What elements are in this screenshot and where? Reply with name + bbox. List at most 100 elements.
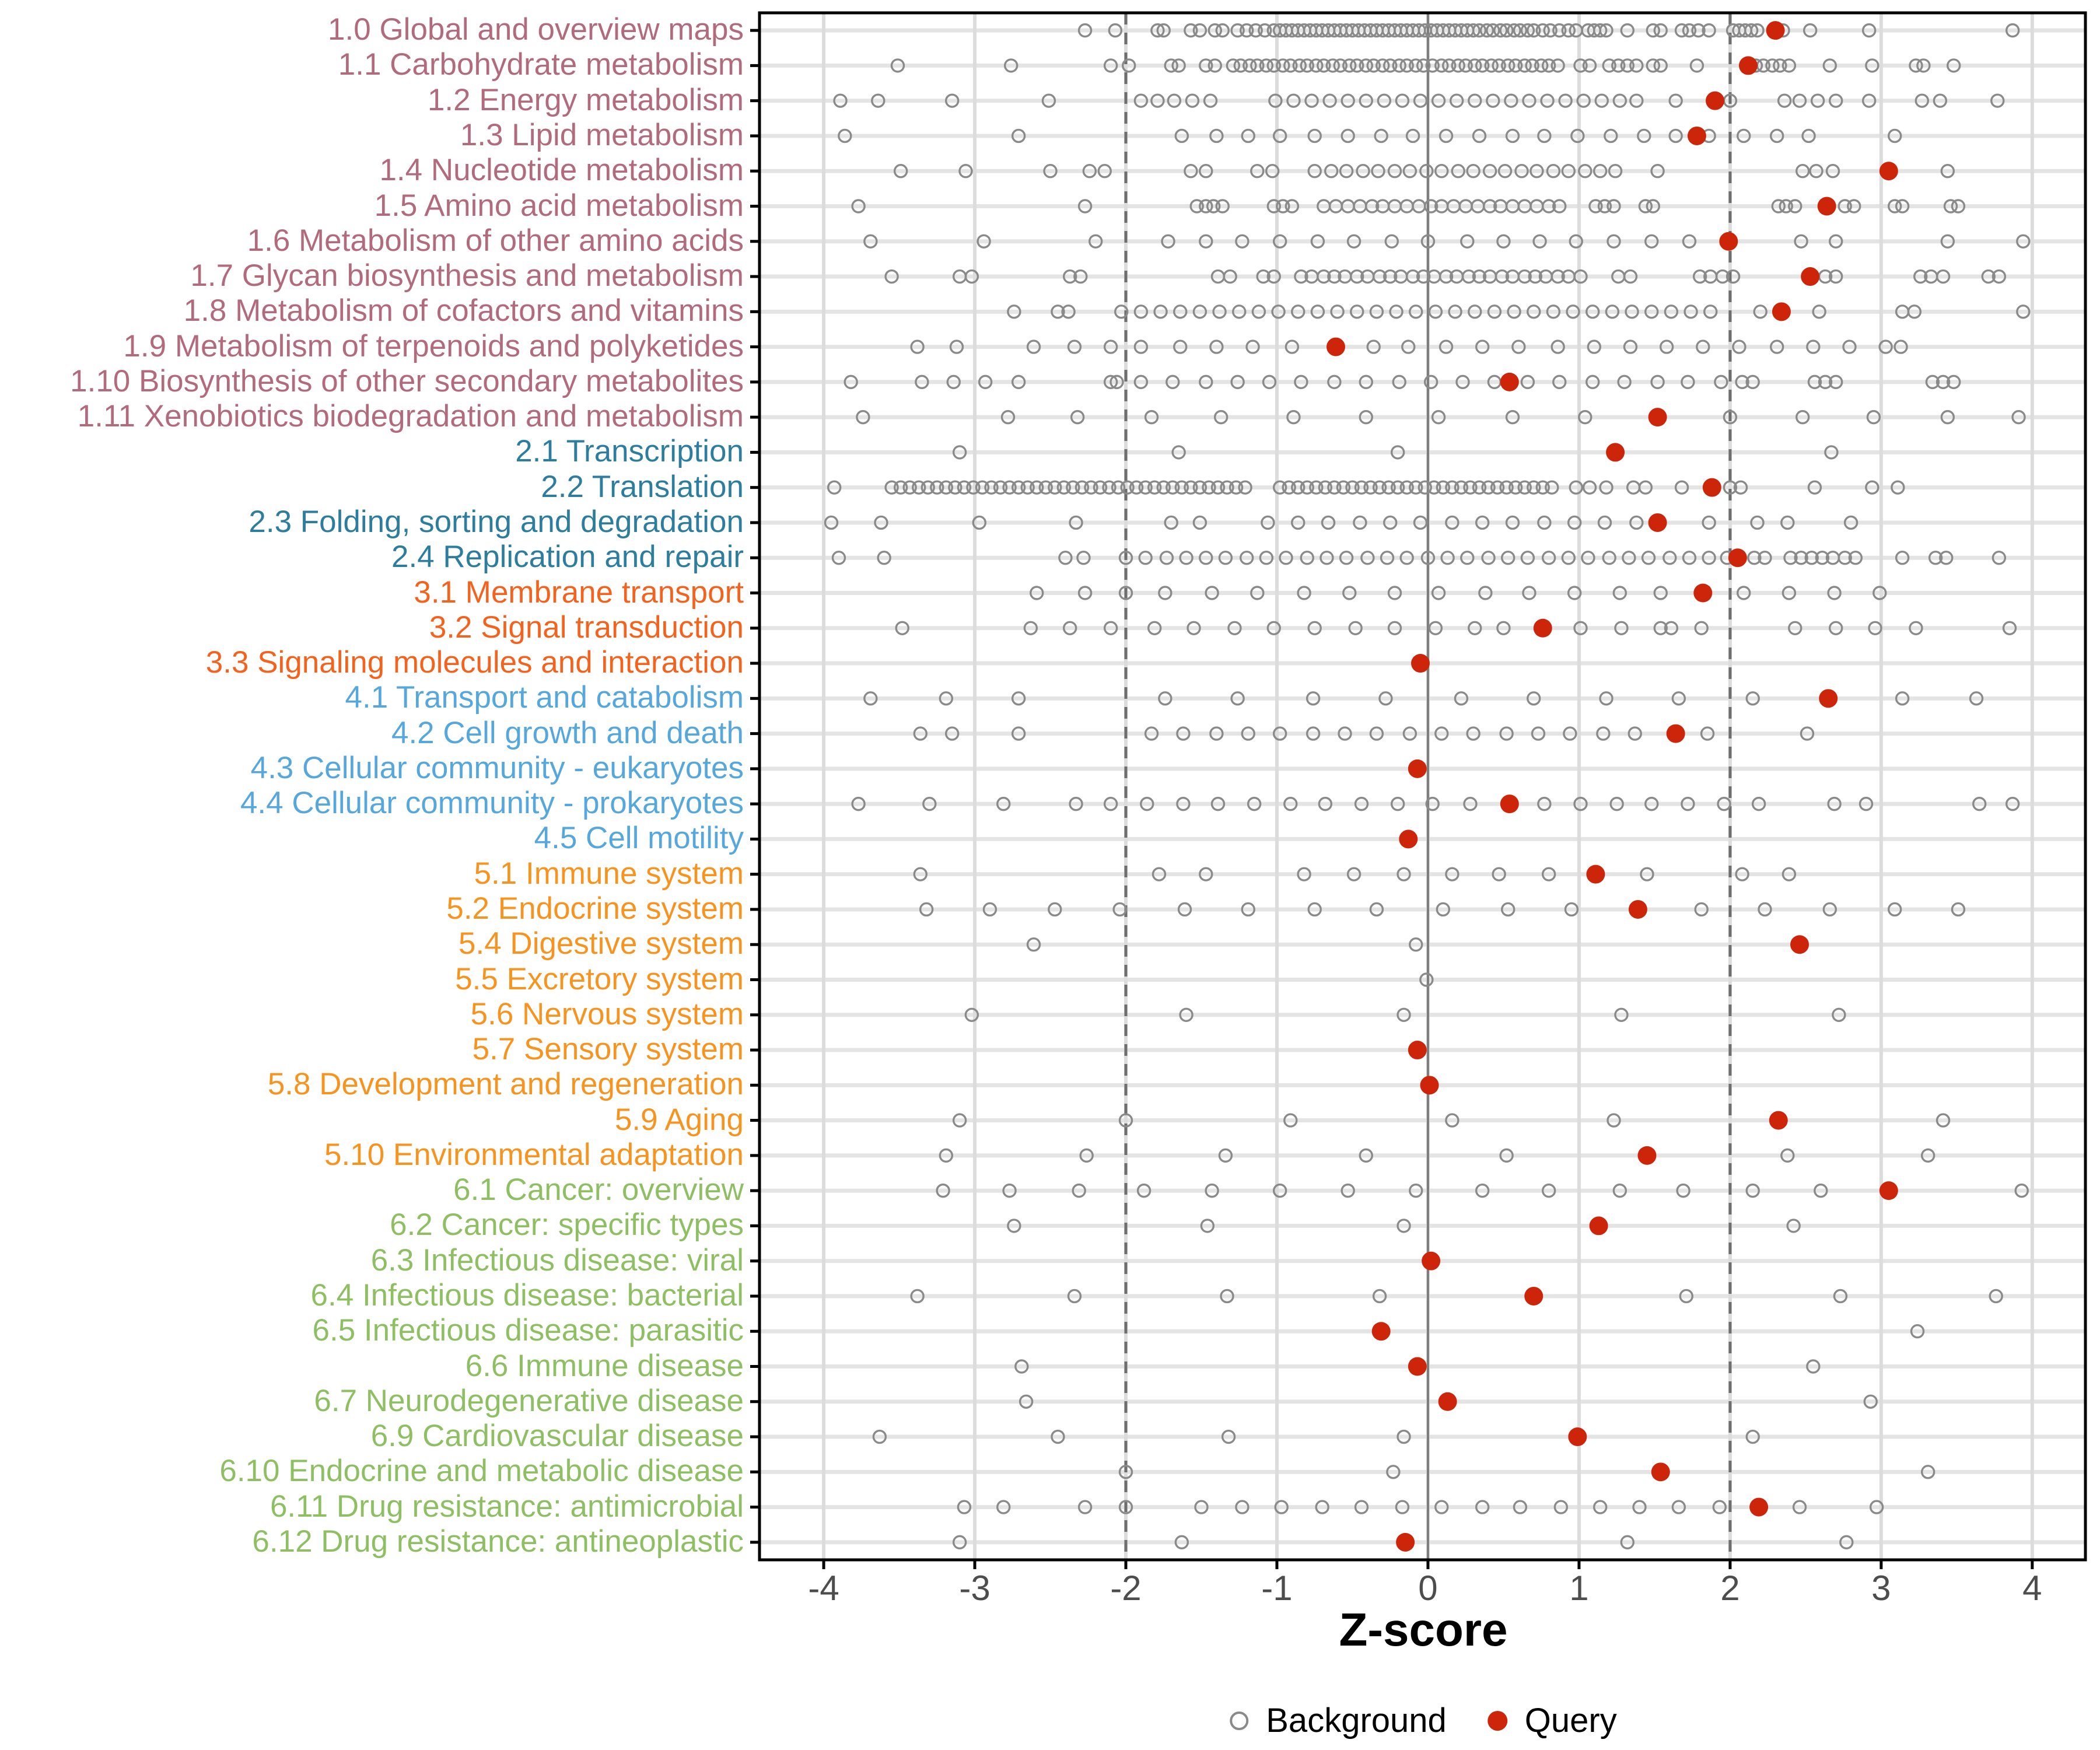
background-point: [1486, 93, 1500, 108]
background-point: [1192, 515, 1208, 530]
background-point: [1103, 374, 1118, 390]
background-point: [1486, 23, 1500, 38]
background-point: [1951, 902, 1966, 917]
background-point: [1596, 726, 1611, 741]
background-point: [1020, 480, 1035, 495]
background-point: [1848, 551, 1863, 565]
background-point: [1891, 480, 1905, 495]
background-point: [1732, 340, 1746, 354]
background-point: [1251, 304, 1266, 319]
background-point: [1350, 304, 1364, 319]
background-point: [1468, 621, 1482, 635]
background-point: [1317, 58, 1331, 73]
background-point: [1235, 234, 1250, 249]
background-point: [1390, 445, 1405, 460]
background-point: [944, 726, 960, 741]
background-point: [1969, 691, 1984, 706]
background-point: [1220, 480, 1234, 495]
background-point: [1637, 128, 1651, 144]
background-point: [1102, 480, 1116, 495]
query-point: [1693, 583, 1713, 603]
query-point: [1399, 830, 1418, 849]
query-point: [1790, 935, 1810, 954]
background-point: [1578, 164, 1592, 178]
background-point: [1865, 480, 1880, 495]
background-point: [1895, 551, 1910, 565]
background-point: [1676, 1183, 1690, 1198]
background-point: [1682, 23, 1697, 38]
background-point: [1294, 269, 1308, 284]
background-point: [1989, 1289, 2003, 1304]
background-point: [893, 164, 908, 178]
y-axis-label: 3.3 Signaling molecules and interaction: [205, 645, 744, 680]
background-point: [1320, 551, 1334, 565]
query-point: [1438, 1392, 1457, 1411]
background-point: [1570, 128, 1585, 144]
background-point: [1620, 58, 1634, 73]
background-point: [1327, 269, 1342, 284]
background-point: [1723, 410, 1738, 425]
background-point: [1377, 93, 1392, 108]
background-point: [1640, 867, 1654, 881]
background-point: [1310, 304, 1325, 319]
background-point: [1466, 23, 1480, 38]
query-point: [1738, 56, 1758, 75]
background-point: [1468, 304, 1482, 319]
background-point: [1325, 58, 1340, 73]
background-point: [1609, 796, 1624, 811]
background-point: [1451, 58, 1465, 73]
background-point: [2016, 304, 2031, 319]
background-point: [1744, 23, 1759, 38]
background-point: [1681, 374, 1695, 390]
background-point: [1210, 480, 1226, 495]
background-point: [1192, 304, 1208, 319]
background-point: [1179, 1007, 1194, 1022]
background-point: [1620, 1535, 1634, 1550]
background-point: [952, 1113, 967, 1128]
background-point: [1668, 128, 1683, 144]
background-point: [1173, 304, 1188, 319]
background-point: [1389, 304, 1404, 319]
background-point: [1376, 58, 1390, 73]
y-axis-label: 2.3 Folding, sorting and degradation: [249, 504, 744, 539]
background-point: [1717, 796, 1731, 811]
y-axis-label: 3.2 Signal transduction: [429, 610, 744, 645]
query-point: [1500, 372, 1519, 391]
background-point: [1174, 480, 1189, 495]
background-point: [1451, 164, 1465, 178]
background-point: [1578, 410, 1592, 425]
background-point: [1543, 23, 1558, 38]
background-point: [1806, 1359, 1821, 1374]
background-point: [1363, 480, 1378, 495]
background-point: [1460, 551, 1475, 565]
y-axis-label: 6.9 Cardiovascular disease: [370, 1418, 744, 1453]
background-point: [1434, 164, 1449, 178]
background-point: [1792, 93, 1807, 108]
background-point: [1602, 58, 1616, 73]
background-point: [1173, 340, 1188, 354]
background-point: [1418, 480, 1432, 495]
background-point: [1527, 23, 1541, 38]
background-point: [1354, 796, 1369, 811]
background-point: [1401, 340, 1416, 354]
background-point: [1360, 551, 1375, 565]
background-point: [1479, 23, 1494, 38]
background-point: [1588, 199, 1603, 214]
background-point: [1061, 304, 1076, 319]
background-point: [996, 796, 1011, 811]
background-point: [1750, 23, 1765, 38]
background-point: [1537, 515, 1552, 530]
background-point: [1569, 234, 1583, 249]
query-point: [1702, 478, 1721, 497]
background-point: [1366, 58, 1381, 73]
background-point: [1192, 23, 1208, 38]
background-point: [1501, 58, 1516, 73]
background-point: [1166, 374, 1180, 390]
background-point: [1545, 480, 1559, 495]
background-point: [1241, 902, 1255, 917]
background-point: [977, 234, 991, 249]
background-point: [1541, 551, 1556, 565]
background-point: [1440, 551, 1455, 565]
y-axis-label: 5.6 Nervous system: [470, 996, 744, 1031]
background-point: [1796, 410, 1810, 425]
